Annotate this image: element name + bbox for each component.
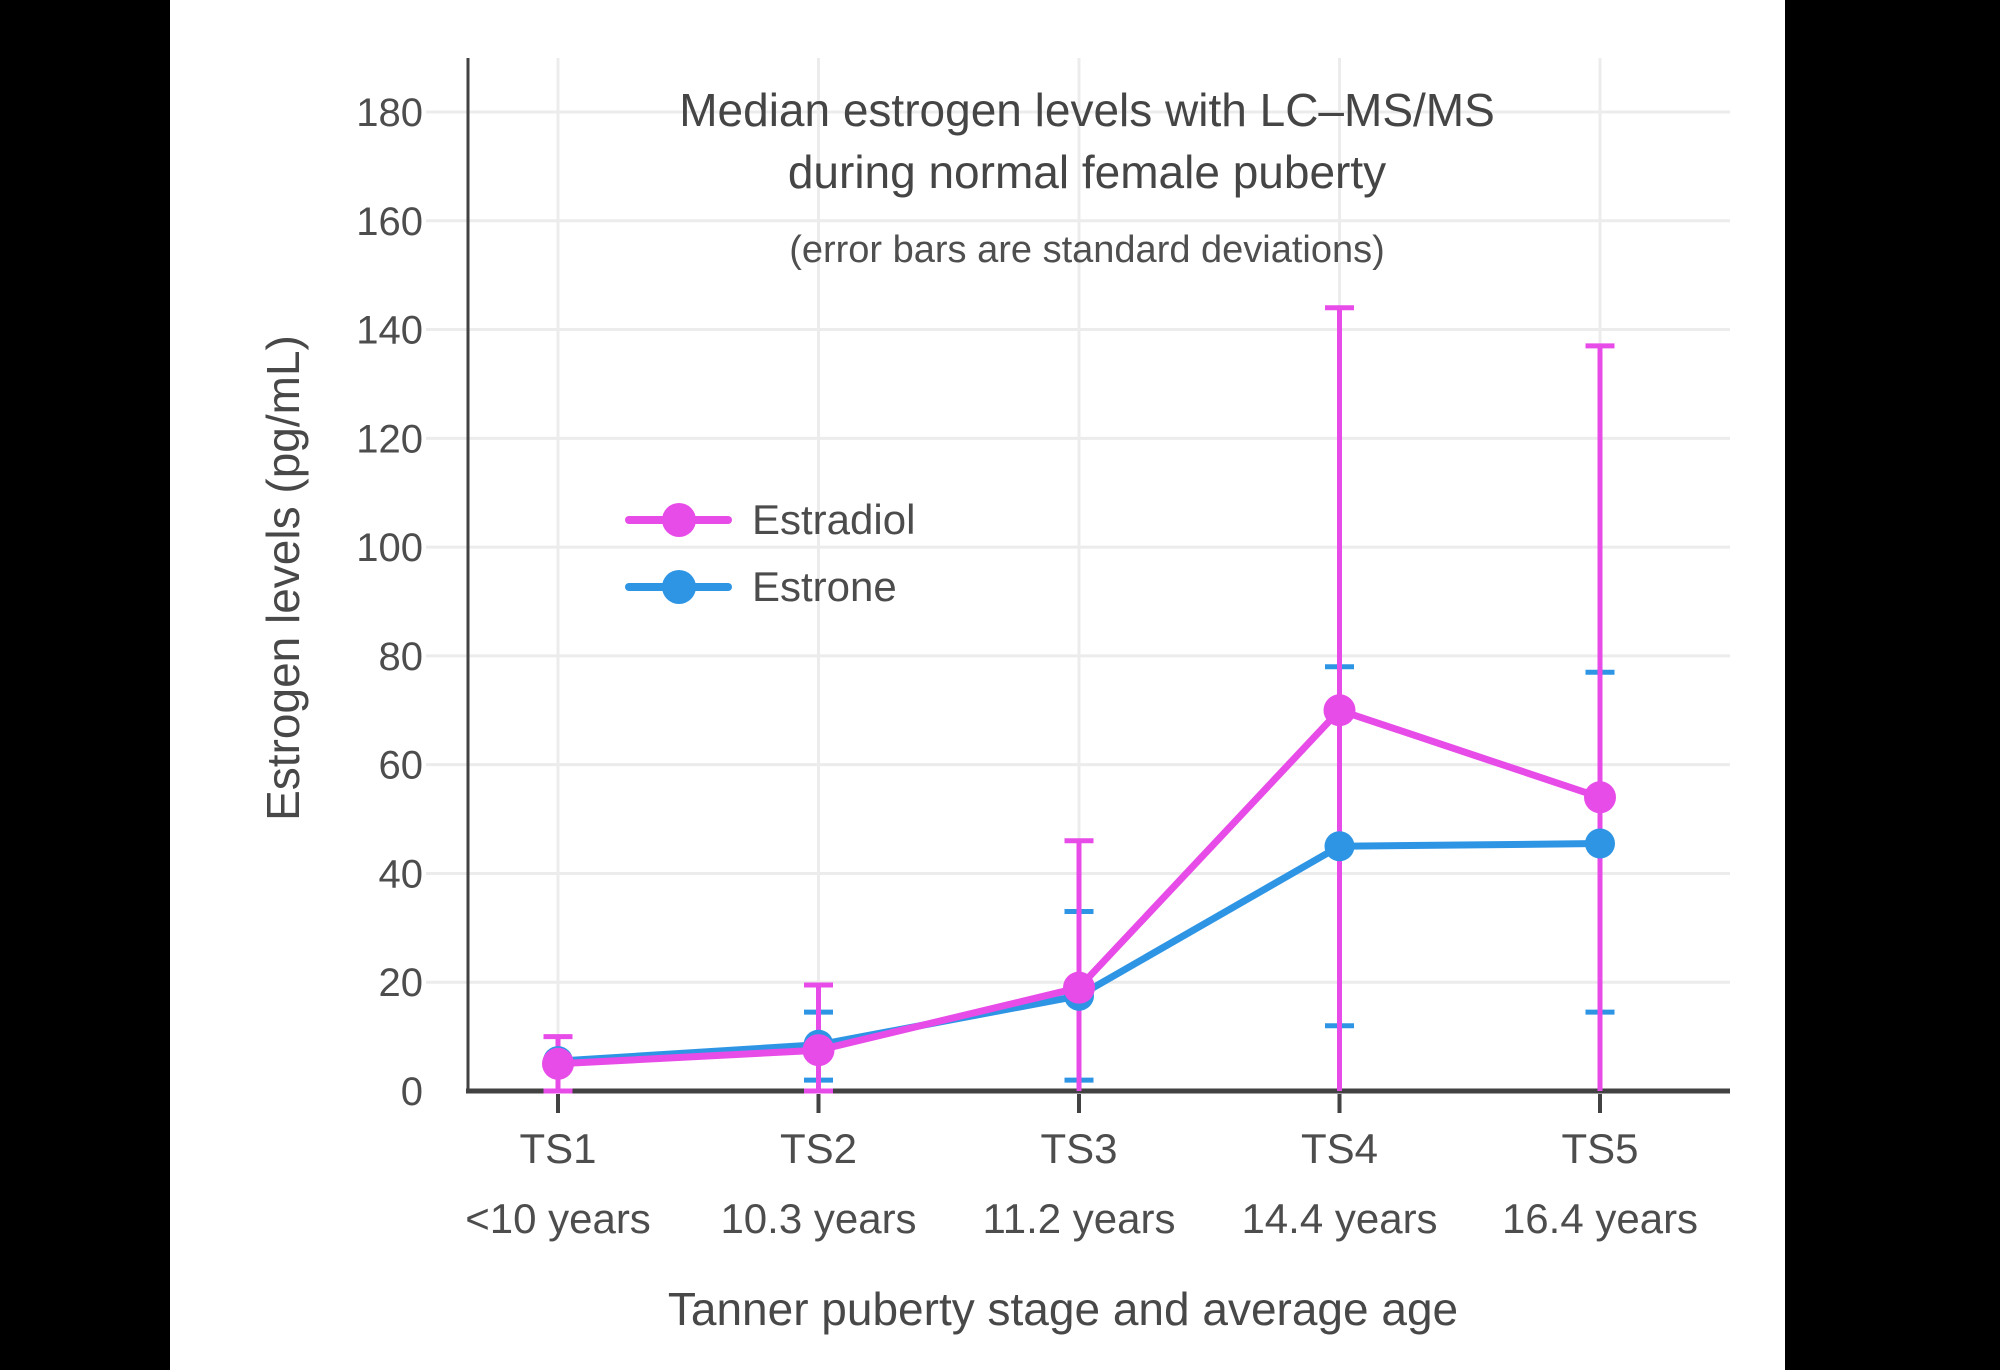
data-point-estradiol <box>802 1034 835 1067</box>
chart-canvas: 0 20 40 60 80 100 120 140 160 180 TS1 <10 years TS2 1… <box>170 0 1785 1370</box>
legend-item-estradiol: Estradiol <box>625 493 915 547</box>
tick-labels: 0 20 40 60 80 100 120 140 160 180 TS1 <10 years TS2 1… <box>356 91 1698 1242</box>
y-tick-label: 180 <box>356 91 423 135</box>
y-tick-label: 40 <box>379 852 424 896</box>
x-stage-label: TS1 <box>519 1125 596 1172</box>
y-axis-title: Estrogen levels (pg/mL) <box>257 335 309 821</box>
data-point-estradiol <box>1323 694 1356 727</box>
y-tick-label: 80 <box>379 635 424 679</box>
legend: Estradiol Estrone <box>625 493 915 627</box>
y-tick-label: 100 <box>356 526 423 570</box>
chart-title-line1: Median estrogen levels with LC–MS/MS <box>679 84 1495 136</box>
data-point-estradiol <box>1063 971 1095 1004</box>
data-point-estrone <box>1585 828 1615 859</box>
y-tick-label: 60 <box>379 744 424 788</box>
legend-item-estrone: Estrone <box>625 560 915 614</box>
y-tick-label: 160 <box>356 200 423 244</box>
y-tick-label: 20 <box>379 961 424 1005</box>
y-tick-label: 0 <box>401 1070 423 1114</box>
x-stage-label: TS2 <box>780 1125 857 1172</box>
estrone-line-dot-icon <box>625 560 732 614</box>
x-stage-label: TS5 <box>1561 1125 1638 1172</box>
chart-subtitle: (error bars are standard deviations) <box>789 229 1385 271</box>
x-age-label: 16.4 years <box>1502 1195 1698 1242</box>
y-tick-label: 120 <box>356 417 423 461</box>
legend-label-estradiol: Estradiol <box>752 496 916 543</box>
chart-title: Median estrogen levels with LC–MS/MS dur… <box>679 79 1495 203</box>
x-axis-title: Tanner puberty stage and average age <box>667 1283 1459 1335</box>
data-point-estradiol <box>1584 781 1616 814</box>
data-point-estrone <box>1324 831 1355 862</box>
plot-area: 0 20 40 60 80 100 120 140 160 180 TS1 <10 years TS2 1… <box>356 58 1730 1242</box>
x-age-label: <10 years <box>465 1195 651 1242</box>
y-tick-label: 140 <box>356 309 423 353</box>
data-point-estradiol <box>542 1047 574 1080</box>
legend-label-estrone: Estrone <box>752 563 897 610</box>
x-age-label: 11.2 years <box>983 1195 1176 1242</box>
x-stage-label: TS4 <box>1301 1125 1378 1172</box>
chart-title-line2: during normal female puberty <box>787 146 1387 198</box>
estradiol-line-dot-icon <box>625 493 732 547</box>
x-age-label: 14.4 years <box>1241 1195 1437 1242</box>
series-estradiol <box>542 694 1616 1080</box>
axes <box>466 58 1730 1113</box>
x-age-label: 10.3 years <box>720 1195 916 1242</box>
x-stage-label: TS3 <box>1040 1125 1117 1172</box>
